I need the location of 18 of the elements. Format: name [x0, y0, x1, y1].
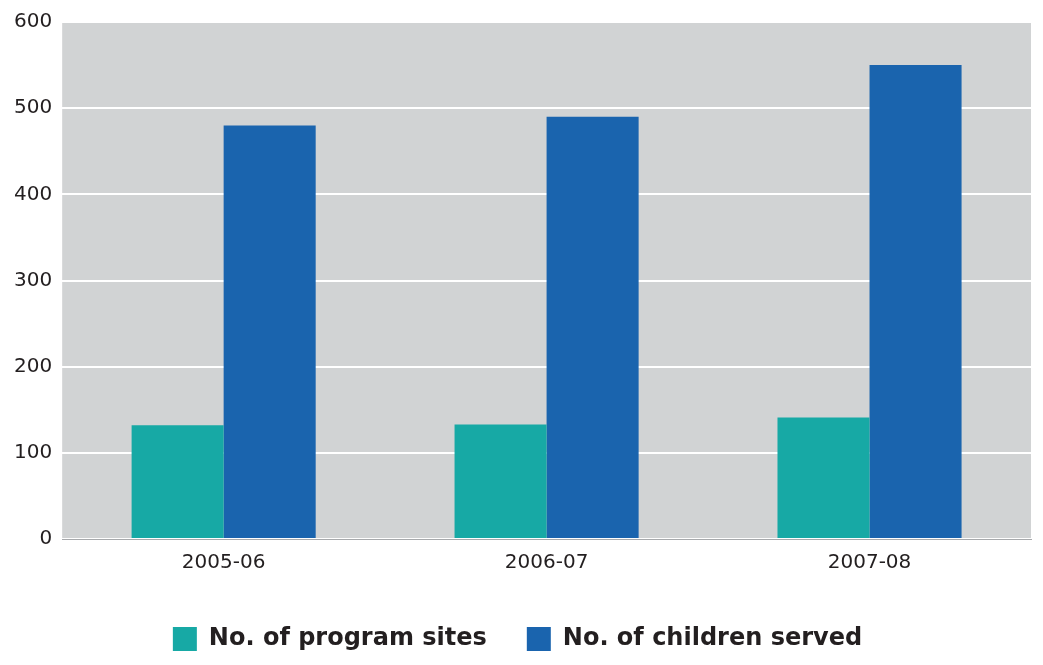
x-tick-label: 2007-08 — [827, 549, 912, 574]
y-tick-label: 100 — [13, 439, 53, 464]
x-tick-label: 2005-06 — [181, 549, 266, 574]
bar — [777, 417, 870, 538]
y-tick-label: 300 — [13, 266, 53, 291]
legend-label: No. of children served — [562, 623, 863, 652]
y-tick-label: 600 — [13, 8, 53, 33]
bar — [454, 424, 547, 538]
y-tick-label: 0 — [39, 525, 53, 550]
bar — [869, 65, 962, 538]
bar — [131, 425, 224, 538]
legend-label: No. of program sites — [208, 623, 487, 652]
y-tick-label: 500 — [13, 94, 53, 119]
y-tick-label: 400 — [13, 180, 53, 205]
bar — [546, 116, 639, 538]
bar — [223, 125, 316, 538]
x-tick-label: 2006-07 — [504, 549, 589, 574]
y-tick-label: 200 — [13, 352, 53, 377]
